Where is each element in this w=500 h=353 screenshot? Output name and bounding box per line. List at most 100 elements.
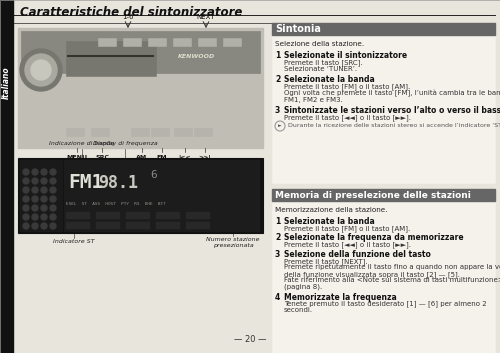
Text: >>|: >>| bbox=[198, 155, 211, 160]
Circle shape bbox=[50, 178, 56, 184]
Text: Memorizzazione della stazione.: Memorizzazione della stazione. bbox=[275, 207, 388, 213]
Text: Selezionate la banda: Selezionate la banda bbox=[284, 75, 375, 84]
Bar bbox=[272, 35, 495, 183]
Bar bbox=[96, 212, 120, 219]
Bar bbox=[186, 222, 210, 229]
Text: Selezionate ‘TUNER’.: Selezionate ‘TUNER’. bbox=[284, 66, 357, 72]
Circle shape bbox=[31, 60, 51, 80]
Bar bbox=[21, 31, 260, 73]
Bar bbox=[66, 128, 84, 136]
Text: KENWOOD: KENWOOD bbox=[178, 54, 215, 59]
Circle shape bbox=[32, 187, 38, 193]
Text: NEXT: NEXT bbox=[197, 14, 215, 20]
Text: FM: FM bbox=[156, 155, 168, 160]
Bar bbox=[66, 222, 90, 229]
Bar bbox=[148, 38, 166, 46]
Circle shape bbox=[50, 223, 56, 229]
Bar bbox=[151, 128, 169, 136]
Circle shape bbox=[32, 169, 38, 175]
Text: Italiano: Italiano bbox=[2, 67, 11, 99]
Circle shape bbox=[23, 223, 29, 229]
Text: (pagina 8).: (pagina 8). bbox=[284, 284, 322, 291]
Text: Durante la ricezione delle stazioni stereo si accende l’indicatore ‘ST’.: Durante la ricezione delle stazioni ster… bbox=[288, 123, 500, 128]
Bar bbox=[126, 212, 150, 219]
Bar bbox=[156, 212, 180, 219]
Text: FM1, FM2 e FM3.: FM1, FM2 e FM3. bbox=[284, 97, 343, 103]
Circle shape bbox=[41, 214, 47, 220]
Text: Selezionate il sintonizzatore: Selezionate il sintonizzatore bbox=[284, 51, 407, 60]
Bar bbox=[223, 38, 241, 46]
Circle shape bbox=[23, 178, 29, 184]
Circle shape bbox=[23, 214, 29, 220]
Text: Selezione della stazione.: Selezione della stazione. bbox=[275, 41, 364, 47]
Circle shape bbox=[41, 196, 47, 202]
Text: 1: 1 bbox=[275, 51, 280, 60]
Text: 1-6: 1-6 bbox=[122, 14, 134, 20]
Circle shape bbox=[50, 214, 56, 220]
Text: Display di frequenza: Display di frequenza bbox=[92, 141, 158, 146]
Circle shape bbox=[32, 178, 38, 184]
Circle shape bbox=[41, 169, 47, 175]
Circle shape bbox=[20, 49, 62, 91]
Text: ESEL  ST  ASS  HOST  PTY  RS  DHE  BT7: ESEL ST ASS HOST PTY RS DHE BT7 bbox=[66, 202, 166, 206]
Text: Memoria di preselezione delle stazioni: Memoria di preselezione delle stazioni bbox=[275, 191, 471, 199]
Text: Selezione della funzione del tasto: Selezione della funzione del tasto bbox=[284, 250, 431, 259]
Text: Indicazione di banda: Indicazione di banda bbox=[50, 141, 114, 146]
Circle shape bbox=[41, 205, 47, 211]
Circle shape bbox=[50, 196, 56, 202]
Text: 1: 1 bbox=[275, 217, 280, 226]
Bar bbox=[20, 160, 62, 231]
Text: FM1: FM1 bbox=[68, 173, 104, 192]
Circle shape bbox=[50, 169, 56, 175]
Text: Selezionate la frequenza da memorizzare: Selezionate la frequenza da memorizzare bbox=[284, 233, 464, 243]
Text: Fate riferimento alla <Note sul sistema di tasti multifunzione>: Fate riferimento alla <Note sul sistema … bbox=[284, 277, 500, 283]
Text: Selezionate la banda: Selezionate la banda bbox=[284, 217, 375, 226]
Bar bbox=[18, 28, 263, 148]
Bar bbox=[131, 128, 149, 136]
Text: Sintonia: Sintonia bbox=[275, 24, 321, 34]
Text: AM: AM bbox=[136, 155, 147, 160]
Text: della funzione visualizzata sopra il tasto [2] — [5].: della funzione visualizzata sopra il tas… bbox=[284, 271, 460, 278]
Text: ►: ► bbox=[278, 124, 282, 128]
Bar bbox=[173, 38, 191, 46]
Bar bbox=[66, 41, 156, 76]
Text: SRC: SRC bbox=[95, 155, 109, 160]
Text: 98.1: 98.1 bbox=[98, 174, 138, 192]
Bar bbox=[123, 38, 141, 46]
Circle shape bbox=[25, 54, 57, 86]
Text: MENU: MENU bbox=[66, 155, 87, 160]
Text: — 20 —: — 20 — bbox=[234, 335, 266, 343]
Text: Indicatore ST: Indicatore ST bbox=[53, 239, 95, 244]
Text: 4: 4 bbox=[275, 293, 280, 301]
Bar bbox=[0, 0, 13, 353]
Text: Premete il tasto [◄◄] o il tasto [►►].: Premete il tasto [◄◄] o il tasto [►►]. bbox=[284, 114, 411, 121]
Bar bbox=[91, 128, 109, 136]
Circle shape bbox=[23, 169, 29, 175]
Text: Premete il tasto [◄◄] o il tasto [►►].: Premete il tasto [◄◄] o il tasto [►►]. bbox=[284, 241, 411, 248]
Circle shape bbox=[50, 205, 56, 211]
Text: Ogni volta che premete il tasto [FM], l’unità cambia tra le bande: Ogni volta che premete il tasto [FM], l’… bbox=[284, 90, 500, 97]
Text: Premete il tasto [FM] o il tasto [AM].: Premete il tasto [FM] o il tasto [AM]. bbox=[284, 83, 410, 90]
Bar bbox=[64, 160, 259, 231]
Circle shape bbox=[32, 214, 38, 220]
Text: Sintonizzate le stazioni verso l’alto o verso il basso: Sintonizzate le stazioni verso l’alto o … bbox=[284, 106, 500, 115]
Circle shape bbox=[32, 205, 38, 211]
Bar bbox=[156, 222, 180, 229]
Bar bbox=[174, 128, 192, 136]
Text: Premete il tasto [NEXT].: Premete il tasto [NEXT]. bbox=[284, 258, 368, 265]
Text: Premete il tasto [SRC].: Premete il tasto [SRC]. bbox=[284, 59, 362, 66]
Text: Memorizzate la frequenza: Memorizzate la frequenza bbox=[284, 293, 397, 301]
Circle shape bbox=[32, 196, 38, 202]
Text: 3: 3 bbox=[275, 250, 280, 259]
Text: secondi.: secondi. bbox=[284, 307, 313, 313]
Bar bbox=[272, 201, 495, 353]
Circle shape bbox=[23, 187, 29, 193]
Bar bbox=[18, 158, 263, 233]
Circle shape bbox=[23, 205, 29, 211]
Bar bbox=[186, 212, 210, 219]
Bar bbox=[96, 222, 120, 229]
Text: 2: 2 bbox=[275, 233, 280, 243]
Bar bbox=[126, 222, 150, 229]
Bar bbox=[98, 38, 116, 46]
Circle shape bbox=[41, 223, 47, 229]
